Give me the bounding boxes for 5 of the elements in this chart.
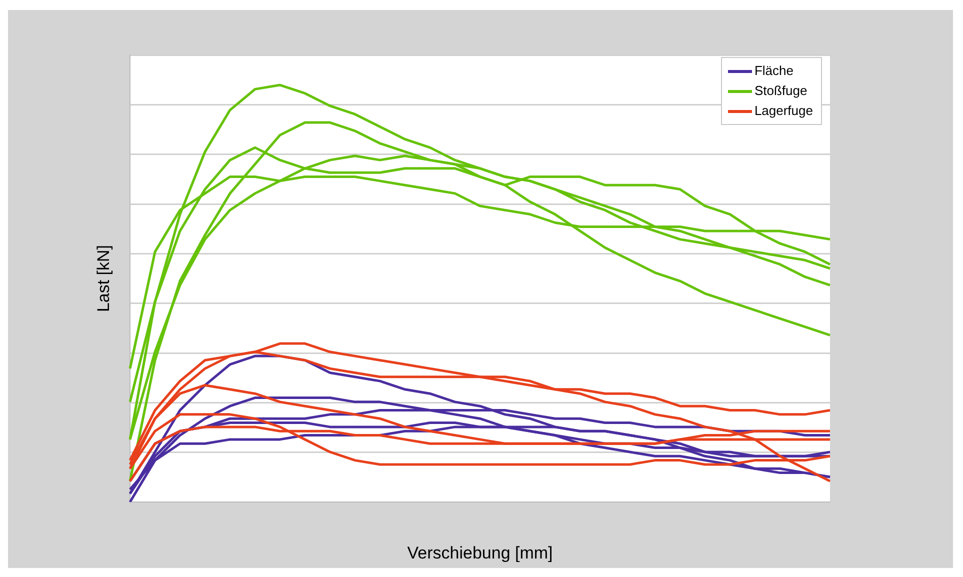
x-axis-title: Verschiebung [mm] xyxy=(407,543,553,562)
legend-label: Stoßfuge xyxy=(754,82,808,100)
y-axis-title: Last [kN] xyxy=(94,244,113,312)
legend-label: Fläche xyxy=(754,62,794,80)
legend-label: Lagerfuge xyxy=(754,102,813,120)
